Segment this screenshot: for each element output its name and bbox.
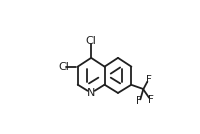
Text: N: N xyxy=(87,88,95,98)
Text: Cl: Cl xyxy=(58,62,69,72)
Text: F: F xyxy=(145,75,151,85)
Text: Cl: Cl xyxy=(85,36,96,46)
Text: F: F xyxy=(136,96,141,106)
Text: F: F xyxy=(147,95,153,105)
